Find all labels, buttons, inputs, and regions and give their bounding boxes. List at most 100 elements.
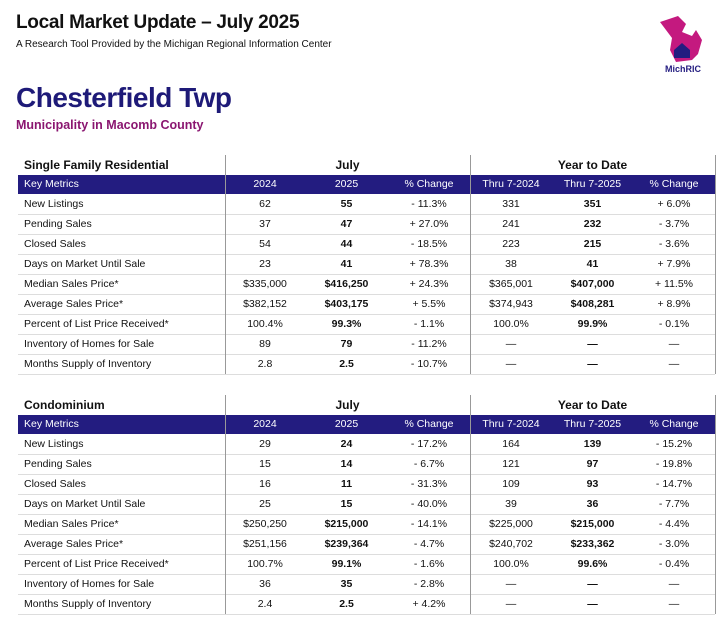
column-header: 2024 [253,178,277,190]
table-row: Pending Sales 37 47 + 27.0% 241 232 - 3.7% [18,214,715,235]
column-header-row: Key Metrics 2024 2025 % Change Thru 7-2024 Th… [18,415,715,434]
section-title: Single Family Residential [24,158,169,172]
table-cell: 44 [340,238,353,250]
table-cell: $382,152 [243,298,287,310]
table-cell: $408,281 [570,298,615,310]
table-cell: + 11.5% [654,278,694,290]
divider [715,395,716,614]
table-cell: 139 [583,438,602,450]
table-cell: 232 [583,218,602,230]
table-cell: $407,000 [570,278,615,290]
table-cell: - 6.7% [413,458,445,470]
table-cell: - 11.3% [411,198,447,210]
table-cell: 79 [340,338,353,350]
table-cell: 97 [586,458,599,470]
column-header: Thru 7-2025 [563,418,622,430]
table-cell: $233,362 [570,538,615,550]
table-row: Pending Sales 15 14 - 6.7% 121 97 - 19.8% [18,454,715,475]
table-cell: 16 [259,478,271,490]
table-cell: — [587,598,598,610]
table-cell: — [505,578,517,590]
table-cell: - 14.1% [410,518,448,530]
table-cell: 100.0% [493,558,529,570]
table-cell: — [587,578,598,590]
table-cell: $215,000 [570,518,615,530]
table-cell: 39 [505,498,517,510]
table-cell: 11 [340,478,353,490]
table-cell: 54 [259,238,271,250]
table-row: Days on Market Until Sale 25 15 - 40.0% 39 36… [18,494,715,515]
table-cell: - 40.0% [410,498,448,510]
table-cell: 99.3% [331,318,362,330]
table-cell: 215 [583,238,602,250]
table-row: Closed Sales 54 44 - 18.5% 223 215 - 3.6% [18,234,715,255]
table-cell: - 31.3% [410,478,448,490]
group-header: Year to Date [557,158,628,172]
divider [225,395,226,614]
table-cell: 331 [502,198,520,210]
table-cell: - 0.4% [658,558,690,570]
divider [715,155,716,374]
table-cell: + 6.0% [657,198,691,210]
table-cell: — [668,578,680,590]
table-cell: 100.7% [247,558,283,570]
table-cell: - 14.7% [655,478,693,490]
table-cell: - 0.1% [658,318,690,330]
table-cell: 47 [340,218,353,230]
table-cell: + 8.9% [657,298,691,310]
table-cell: — [587,338,598,350]
table-cell: New Listings [24,198,84,210]
table-row: Days on Market Until Sale 23 41 + 78.3% 38 41… [18,254,715,275]
section-header: Single Family Residential July Year to Dat… [18,155,715,175]
table-cell: Average Sales Price* [24,538,124,550]
column-header-row: Key Metrics 2024 2025 % Change Thru 7-2024 Th… [18,175,715,194]
table-cell: Days on Market Until Sale [24,258,146,270]
table-cell: - 4.7% [413,538,445,550]
subtitle: A Research Tool Provided by the Michigan… [16,39,332,50]
table-row: Inventory of Homes for Sale 36 35 - 2.8% — — — [18,574,715,595]
table-cell: Percent of List Price Received* [24,558,169,570]
table-cell: $416,250 [324,278,369,290]
table-cell: 29 [259,438,271,450]
logo: MichRIC [660,16,702,74]
column-header: Thru 7-2024 [482,178,540,190]
column-header: Key Metrics [24,418,79,430]
place-name: Chesterfield Twp [16,82,232,113]
table-cell: 36 [586,498,599,510]
table-cell: Months Supply of Inventory [24,598,152,610]
table-row: New Listings 29 24 - 17.2% 164 139 - 15.2% [18,434,715,455]
table-cell: Months Supply of Inventory [24,358,152,370]
table-row: Closed Sales 16 11 - 31.3% 109 93 - 14.7% [18,474,715,495]
table-cell: $365,001 [489,278,533,290]
table: Condominium July Year to Date Key Metrics 20… [18,395,716,615]
table-cell: 241 [502,218,520,230]
table-row: Average Sales Price* $382,152 $403,175 + 5.… [18,294,715,315]
table-cell: 100.4% [247,318,283,330]
place-subtitle: Municipality in Macomb County [16,118,204,132]
table-row: Median Sales Price* $335,000 $416,250 + 24.… [18,274,715,295]
table: Single Family Residential July Year to Dat… [18,155,716,375]
table-cell: - 18.5% [410,238,448,250]
table-cell: 99.9% [577,318,608,330]
table-cell: 36 [259,578,271,590]
table-cell: + 27.0% [409,218,449,230]
table-cell: 93 [586,478,599,490]
table-cell: — [668,358,680,370]
group-header: Year to Date [557,398,628,412]
table-cell: $239,364 [324,538,369,550]
logo-text: MichRIC [665,64,702,74]
column-header: % Change [649,178,699,190]
column-header: 2025 [334,418,359,430]
table-row: New Listings 62 55 - 11.3% 331 351 + 6.0% [18,194,715,215]
table-cell: $335,000 [243,278,287,290]
table-cell: 2.4 [257,598,273,610]
table-cell: - 7.7% [658,498,690,510]
table-row: Percent of List Price Received* 100.7% 99.… [18,554,715,575]
table-cell: 23 [259,258,271,270]
divider [470,155,471,374]
table-cell: - 17.2% [410,438,448,450]
table-cell: + 7.9% [657,258,691,270]
table-cell: + 5.5% [412,298,446,310]
table-cell: Median Sales Price* [24,278,119,290]
logo-house [674,43,690,58]
